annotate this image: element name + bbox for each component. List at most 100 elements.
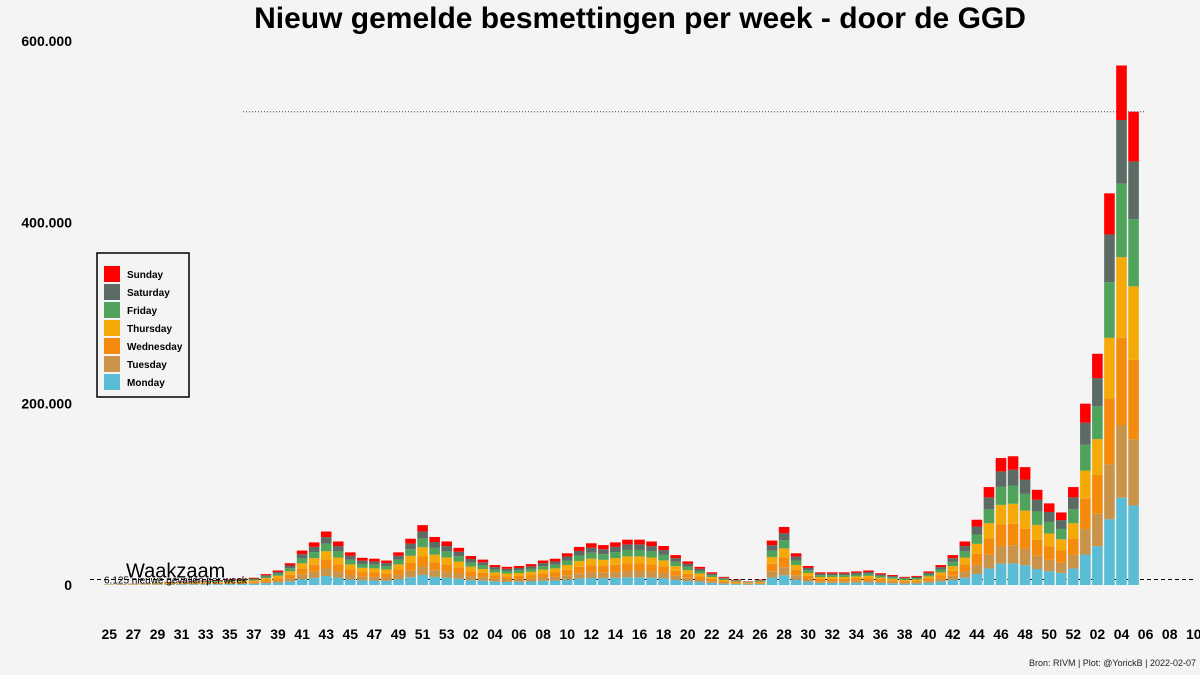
bar-segment [308,577,320,585]
bar-segment [911,582,922,584]
bar-segment [332,571,344,578]
bar-segment [730,584,742,585]
x-tick-label: 08 [1162,626,1178,642]
bar-segment [766,571,778,578]
bar-segment [308,542,320,547]
bar-segment [658,572,669,579]
bar-segment [1055,539,1067,551]
bar-segment [682,573,693,578]
bar-segment [272,572,284,574]
bar-segment [1116,424,1127,498]
bar-segment [477,562,489,566]
x-tick-label: 44 [969,626,985,642]
bar-segment [417,525,428,532]
bar-segment [983,523,995,539]
bar-segment [477,580,489,585]
bar-segment [465,571,477,577]
x-tick-label: 27 [126,626,142,642]
bar-segment [875,574,886,576]
bar-segment [658,550,669,555]
bar-segment [188,583,199,585]
bar-segment [754,583,766,585]
bar-segment [537,569,549,574]
bar-segment [778,557,790,568]
bar-segment [899,581,910,583]
bar-segment [947,570,959,576]
bar-segment [284,571,296,575]
bar-segment [308,546,320,553]
bar-segment [537,560,549,564]
bar-segment [1128,359,1139,440]
bar-segment [899,583,910,585]
bar-segment [224,580,236,582]
bar-segment [646,557,657,565]
bar-segment [236,580,248,581]
bar-segment [754,579,766,581]
bar-segment [706,576,718,579]
bar-segment [224,579,236,581]
bar-segment [248,582,260,584]
bar-segment [802,575,814,580]
bar-segment [320,568,332,577]
bar-segment [923,580,934,583]
bar-segment [573,555,585,561]
bar-segment [1128,439,1139,506]
legend-label: Wednesday [127,342,183,353]
bar-segment [441,557,452,565]
bar-segment [429,547,440,555]
bar-segment [935,572,947,576]
bar-segment [1055,512,1067,521]
bar-segment [1007,485,1019,504]
bar-segment [465,555,477,560]
bar-segment [501,576,513,580]
x-tick-label: 49 [391,626,407,642]
bar-segment [622,571,633,578]
bar-segment [513,575,525,580]
bar-segment [188,581,199,583]
bar-segment [839,572,850,574]
bar-segment [549,558,561,562]
bar-segment [320,537,332,544]
bar-segment [1055,562,1067,573]
bar-segment [525,566,537,569]
bar-segment [1080,554,1091,585]
bar-segment [682,581,693,585]
bar-segment [947,566,959,571]
bar-segment [1031,511,1043,525]
bar-segment [525,571,537,576]
bar-segment [911,579,922,581]
bar-segment [995,458,1007,472]
bar-segment [417,574,428,585]
legend-label: Saturday [127,288,170,299]
bar-segment [694,568,706,571]
x-tick-label: 36 [873,626,889,642]
bar-segment [465,562,477,567]
bar-segment [1080,529,1091,555]
bar-segment [224,582,236,584]
bar-segment [947,555,959,559]
x-axis: 25 27 29 31 33 35 37 39 41 43 45 47 49 51 53 02 04 06 08 10… [102,626,1200,642]
bar-segment [839,581,850,583]
legend-label: Monday [127,378,165,389]
bar-segment [525,575,537,579]
bar-segment [887,581,898,584]
bar-segment [814,572,826,574]
bar-segment [357,580,368,585]
bar-segment [489,569,501,573]
bar-segment [465,576,477,581]
bar-segment [284,563,296,566]
bar-segment [911,575,922,577]
bar-segment [212,583,224,585]
bar-segment [863,582,874,585]
bar-segment [586,552,597,559]
x-tick-label: 32 [825,626,841,642]
bar-segment [1104,193,1115,235]
bar-segment [1007,503,1019,524]
bar-segment [839,582,850,585]
y-tick-label: 600.000 [21,33,72,49]
bar-segment [1128,111,1139,162]
bar-segment [513,570,525,573]
bar-segment [272,570,284,573]
bar-segment [1007,563,1019,585]
bar-segment [814,578,826,582]
